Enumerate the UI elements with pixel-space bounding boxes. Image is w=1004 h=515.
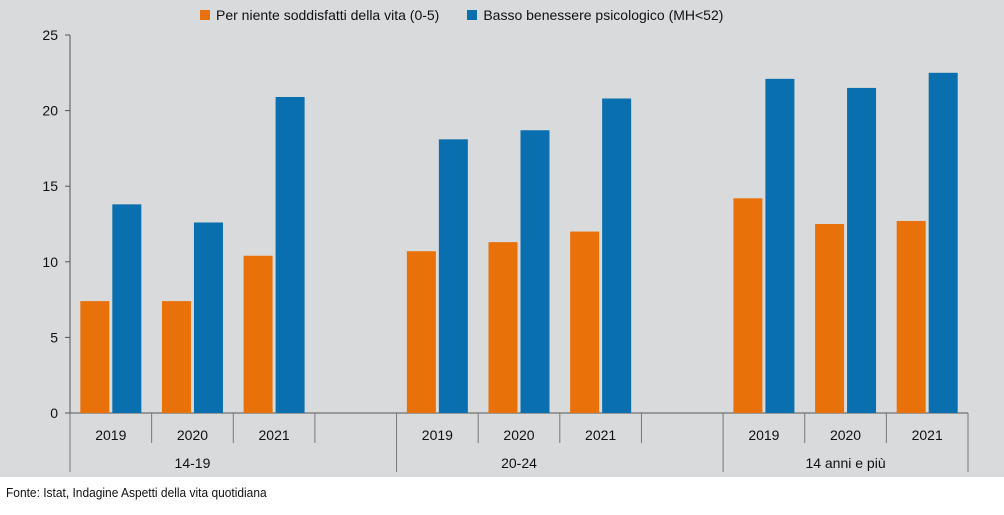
- bar-blue: [602, 98, 632, 413]
- legend-item-blue: Basso benessere psicologico (MH<52): [467, 7, 723, 23]
- y-tick-label: 20: [42, 103, 58, 119]
- bar-orange: [896, 220, 926, 413]
- bar-orange: [161, 301, 191, 413]
- bar-blue: [765, 78, 795, 414]
- y-tick-label: 5: [50, 329, 58, 345]
- bar-orange: [488, 242, 518, 413]
- bar-orange: [815, 224, 845, 413]
- source-note: Fonte: Istat, Indagine Aspetti della vit…: [6, 485, 267, 500]
- bar-blue: [112, 204, 142, 413]
- bar-orange: [570, 231, 600, 413]
- group-label: 20-24: [501, 455, 537, 471]
- legend-swatch-blue: [467, 10, 478, 20]
- bar-blue: [438, 139, 468, 413]
- bar-orange: [80, 301, 110, 413]
- bar-orange: [406, 251, 436, 413]
- x-tick-label: 2019: [748, 427, 779, 443]
- bar-blue: [193, 222, 223, 413]
- y-tick-label: 0: [50, 405, 58, 421]
- x-tick-label: 2020: [830, 427, 861, 443]
- bar-orange: [243, 255, 273, 413]
- x-tick-label: 2021: [585, 427, 616, 443]
- y-tick-label: 10: [42, 254, 58, 270]
- x-tick-label: 2021: [912, 427, 943, 443]
- bar-blue: [520, 130, 550, 414]
- x-tick-label: 2020: [503, 427, 534, 443]
- bar-blue: [928, 72, 958, 414]
- x-tick-label: 2019: [95, 427, 126, 443]
- legend-swatch-orange: [200, 10, 210, 20]
- bar-chart: 0 5 10 15 20 25 2019 2020 2021 14-19 2019 2020 2021 2…: [42, 27, 969, 472]
- bar-blue: [275, 96, 305, 413]
- legend-item-orange: Per niente soddisfatti della vita (0-5): [200, 7, 439, 23]
- legend: Per niente soddisfatti della vita (0-5) …: [200, 7, 751, 23]
- y-tick-label: 15: [42, 178, 58, 194]
- x-tick-label: 2020: [177, 427, 208, 443]
- group-label: 14-19: [175, 455, 211, 471]
- legend-label-blue: Basso benessere psicologico (MH<52): [483, 7, 724, 23]
- bar-blue: [847, 87, 877, 414]
- x-tick-label: 2019: [422, 427, 453, 443]
- group-label: 14 anni e più: [805, 455, 885, 471]
- y-tick-label: 25: [42, 27, 58, 43]
- x-tick-label: 2021: [259, 427, 290, 443]
- bar-orange: [733, 198, 763, 413]
- legend-label-orange: Per niente soddisfatti della vita (0-5): [216, 7, 440, 23]
